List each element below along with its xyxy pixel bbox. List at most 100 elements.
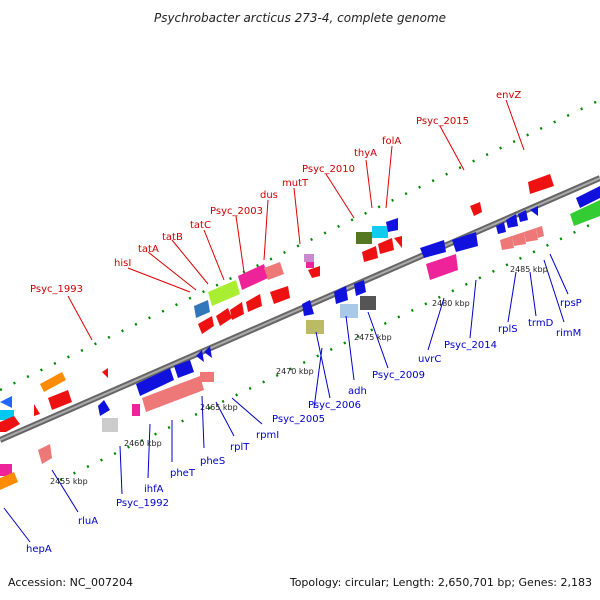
lower-gene-labels: hepA rluA Psyc_1992 ihfA pheT pheS rplT … (26, 298, 582, 555)
gene-feature[interactable] (518, 210, 528, 222)
gene-label-psyc-2014[interactable]: Psyc_2014 (444, 340, 497, 351)
gene-feature[interactable] (524, 228, 538, 242)
gene-label-ihfa[interactable]: ihfA (144, 484, 164, 495)
gene-label-psyc-2005[interactable]: Psyc_2005 (272, 414, 325, 425)
gene-feature[interactable] (102, 418, 118, 432)
gene-label-psyc-2015[interactable]: Psyc_2015 (416, 116, 469, 127)
gene-feature[interactable] (528, 174, 554, 194)
gene-label-rlua[interactable]: rluA (78, 516, 98, 527)
gene-feature[interactable] (570, 200, 600, 226)
gene-feature[interactable] (306, 320, 324, 334)
gene-feature[interactable] (48, 390, 72, 410)
gene-label-mutt[interactable]: mutT (282, 178, 309, 189)
scale-labels: 2455 kbp 2460 kbp 2465 kbp 2470 kbp 2475… (50, 265, 548, 486)
gene-feature[interactable] (246, 294, 262, 312)
gene-feature[interactable] (238, 264, 268, 290)
gene-feature[interactable] (452, 232, 478, 252)
gene-feature[interactable] (340, 304, 358, 318)
gene-label-uvrc[interactable]: uvrC (418, 354, 441, 365)
gene-feature[interactable] (208, 280, 240, 306)
map-title: Psychrobacter arcticus 273-4, complete g… (154, 11, 446, 25)
gene-feature[interactable] (302, 300, 314, 316)
gene-label-envz[interactable]: envZ (496, 90, 521, 101)
gene-feature[interactable] (360, 296, 376, 310)
gene-label-psyc-2006[interactable]: Psyc_2006 (308, 400, 361, 411)
gene-feature[interactable] (362, 246, 378, 262)
gene-feature[interactable] (500, 236, 514, 250)
gene-label-psyc-1992[interactable]: Psyc_1992 (116, 498, 169, 509)
gene-feature[interactable] (496, 222, 506, 234)
gene-feature[interactable] (102, 368, 108, 378)
gene-label-thya[interactable]: thyA (354, 148, 377, 159)
accession-text: Accession: NC_007204 (8, 576, 133, 589)
gene-label-psyc-2003[interactable]: Psyc_2003 (210, 206, 263, 217)
gene-label-phes[interactable]: pheS (200, 456, 225, 467)
gene-label-psyc-2010[interactable]: Psyc_2010 (302, 164, 355, 175)
gene-feature[interactable] (0, 464, 12, 476)
gene-feature[interactable] (334, 286, 348, 304)
gene-feature[interactable] (132, 404, 140, 416)
gene-label-hepa[interactable]: hepA (26, 544, 52, 555)
gene-feature[interactable] (512, 232, 526, 246)
gene-label-psyc-2009[interactable]: Psyc_2009 (372, 370, 425, 381)
gene-feature[interactable] (264, 262, 284, 280)
gene-label-phet[interactable]: pheT (170, 468, 196, 479)
gene-label-adh[interactable]: adh (348, 386, 367, 397)
scale-label: 2465 kbp (200, 403, 238, 412)
gene-feature[interactable] (38, 444, 52, 464)
gene-feature[interactable] (194, 300, 210, 318)
gene-feature[interactable] (506, 214, 518, 228)
gene-label-tata[interactable]: tatA (138, 244, 159, 255)
scale-label: 2485 kbp (510, 265, 548, 274)
gene-label-rimm[interactable]: rimM (556, 328, 581, 339)
gene-label-tatc[interactable]: tatC (190, 220, 211, 231)
gene-feature[interactable] (356, 232, 372, 244)
scale-label: 2460 kbp (124, 439, 162, 448)
gene-feature[interactable] (270, 286, 290, 304)
scale-label: 2470 kbp (276, 367, 314, 376)
gene-feature[interactable] (378, 238, 394, 254)
gene-feature[interactable] (470, 202, 482, 216)
gene-feature[interactable] (198, 316, 214, 334)
gene-feature[interactable] (216, 308, 232, 326)
scale-label: 2480 kbp (432, 299, 470, 308)
gene-feature[interactable] (0, 472, 18, 490)
gene-feature[interactable] (98, 400, 110, 416)
gene-feature[interactable] (304, 254, 314, 262)
gene-label-rpsp[interactable]: rpsP (560, 298, 582, 309)
gene-feature[interactable] (196, 350, 204, 362)
gene-feature[interactable] (136, 368, 174, 396)
gene-feature[interactable] (576, 186, 600, 208)
gene-label-hisi[interactable]: hisI (114, 258, 131, 269)
gene-label-rpmi[interactable]: rpmI (256, 430, 279, 441)
gene-label-rpls[interactable]: rplS (498, 324, 518, 335)
gene-feature[interactable] (420, 240, 446, 258)
gene-feature[interactable] (372, 226, 388, 238)
gene-label-rplt[interactable]: rplT (230, 442, 250, 453)
gene-feature[interactable] (204, 346, 212, 358)
gene-feature[interactable] (394, 236, 402, 248)
gene-label-tatb[interactable]: tatB (162, 232, 183, 243)
gene-feature[interactable] (0, 396, 12, 408)
gene-feature[interactable] (308, 266, 320, 278)
gene-feature[interactable] (386, 218, 398, 232)
gene-feature[interactable] (230, 302, 244, 320)
gene-feature[interactable] (530, 206, 538, 216)
gene-feature[interactable] (40, 372, 66, 392)
gene-feature[interactable] (426, 254, 458, 280)
lower-leader-lines (3, 253, 569, 543)
gene-feature[interactable] (0, 416, 20, 432)
gene-label-fola[interactable]: folA (382, 136, 401, 147)
scale-label: 2475 kbp (354, 333, 392, 342)
gene-label-dus[interactable]: dus (260, 190, 278, 201)
gene-feature[interactable] (34, 404, 40, 416)
gene-feature[interactable] (306, 262, 314, 268)
gene-feature[interactable] (142, 376, 204, 412)
gene-feature[interactable] (200, 372, 214, 382)
gene-feature[interactable] (0, 410, 14, 420)
gene-label-psyc-1993[interactable]: Psyc_1993 (30, 284, 83, 295)
gene-feature[interactable] (354, 280, 366, 296)
gene-feature[interactable] (174, 360, 194, 378)
gene-label-trmd[interactable]: trmD (528, 318, 554, 329)
gene-feature[interactable] (536, 226, 544, 238)
